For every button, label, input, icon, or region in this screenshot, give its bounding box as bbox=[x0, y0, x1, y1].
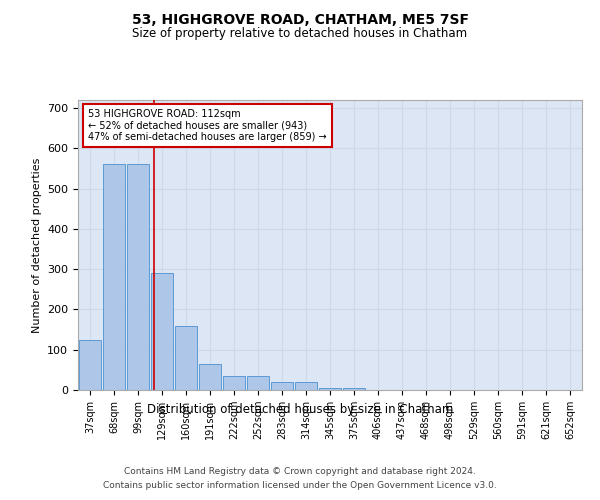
Bar bbox=[343, 388, 365, 390]
Bar bbox=[199, 364, 221, 390]
Text: Distribution of detached houses by size in Chatham: Distribution of detached houses by size … bbox=[147, 402, 453, 415]
Bar bbox=[79, 340, 101, 390]
Text: 53, HIGHGROVE ROAD, CHATHAM, ME5 7SF: 53, HIGHGROVE ROAD, CHATHAM, ME5 7SF bbox=[131, 12, 469, 26]
Text: 53 HIGHGROVE ROAD: 112sqm
← 52% of detached houses are smaller (943)
47% of semi: 53 HIGHGROVE ROAD: 112sqm ← 52% of detac… bbox=[88, 108, 327, 142]
Bar bbox=[103, 164, 125, 390]
Bar bbox=[127, 164, 149, 390]
Text: Size of property relative to detached houses in Chatham: Size of property relative to detached ho… bbox=[133, 28, 467, 40]
Text: Contains public sector information licensed under the Open Government Licence v3: Contains public sector information licen… bbox=[103, 481, 497, 490]
Bar bbox=[223, 376, 245, 390]
Text: Contains HM Land Registry data © Crown copyright and database right 2024.: Contains HM Land Registry data © Crown c… bbox=[124, 468, 476, 476]
Bar bbox=[295, 382, 317, 390]
Bar bbox=[319, 388, 341, 390]
Bar bbox=[271, 382, 293, 390]
Bar bbox=[247, 376, 269, 390]
Y-axis label: Number of detached properties: Number of detached properties bbox=[32, 158, 41, 332]
Bar bbox=[151, 273, 173, 390]
Bar bbox=[175, 326, 197, 390]
